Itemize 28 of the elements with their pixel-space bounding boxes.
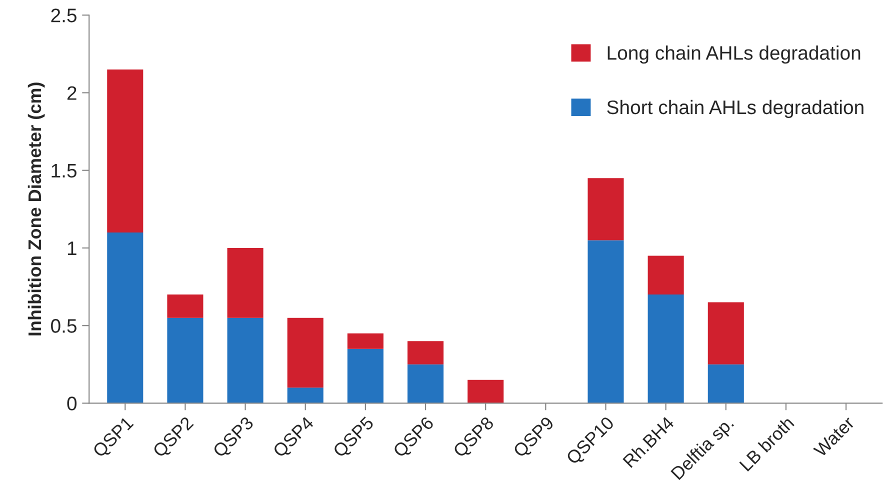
bar <box>107 232 144 404</box>
bar <box>167 318 204 404</box>
bar <box>468 380 504 404</box>
bar <box>407 341 444 364</box>
y-tick-label: 2 <box>67 86 76 100</box>
y-tick-label: 2.5 <box>51 8 76 22</box>
bar <box>107 69 144 232</box>
bar <box>227 318 264 404</box>
bar <box>227 248 264 318</box>
bar <box>588 178 624 240</box>
y-axis-title: Inhibition Zone Diameter (cm) <box>28 82 45 336</box>
bar <box>347 348 384 404</box>
bar <box>407 364 444 404</box>
bar <box>167 294 204 318</box>
bar <box>648 294 684 404</box>
bar <box>708 364 744 404</box>
legend-label: Long chain AHLs degradation <box>608 46 860 64</box>
y-tick-label: 1.5 <box>52 164 76 178</box>
y-tick-label: 0 <box>67 396 77 410</box>
bar <box>648 256 684 295</box>
y-tick-label: 0.5 <box>51 319 76 333</box>
bar <box>588 240 624 404</box>
y-tick-label: 1 <box>68 242 76 256</box>
bar <box>347 333 384 349</box>
bar <box>287 388 324 404</box>
legend-label: Short chain AHLs degradation <box>607 100 864 118</box>
bar <box>287 318 324 388</box>
bar <box>708 302 744 364</box>
